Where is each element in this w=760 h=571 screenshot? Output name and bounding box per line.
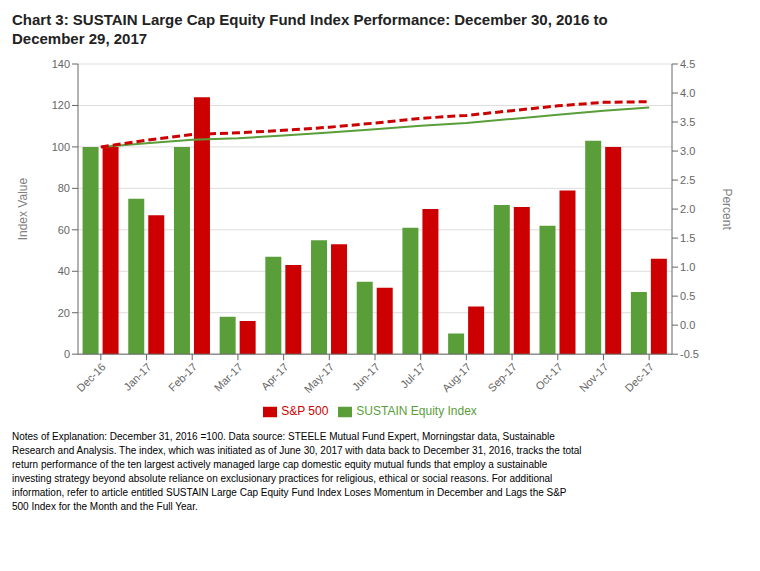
html-text:S&P 500: S&P 500 <box>281 404 329 419</box>
svg-text:40: 40 <box>58 265 70 277</box>
svg-text:1.0: 1.0 <box>680 261 695 273</box>
svg-text:Jan-17: Jan-17 <box>121 361 153 393</box>
svg-text:Index Value: Index Value <box>16 178 30 241</box>
svg-text:0.0: 0.0 <box>680 319 695 331</box>
html-text:Notes of Explanation: December: Notes of Explanation: December 31, 2016 … <box>12 431 582 512</box>
svg-text:80: 80 <box>58 182 70 194</box>
svg-text:60: 60 <box>58 224 70 236</box>
svg-text:20: 20 <box>58 307 70 319</box>
svg-text:Percent: Percent <box>720 188 734 230</box>
svg-text:4.0: 4.0 <box>680 87 695 99</box>
svg-text:Aug-17: Aug-17 <box>440 361 474 395</box>
svg-text:0: 0 <box>64 348 70 360</box>
svg-text:140: 140 <box>52 58 70 70</box>
svg-text:May-17: May-17 <box>302 361 336 395</box>
svg-text:4.5: 4.5 <box>680 58 695 70</box>
svg-text:100: 100 <box>52 141 70 153</box>
svg-text:3.0: 3.0 <box>680 145 695 157</box>
svg-text:2.5: 2.5 <box>680 174 695 186</box>
html-text:SUSTAIN Equity Index: SUSTAIN Equity Index <box>356 404 477 419</box>
svg-text:Apr-17: Apr-17 <box>259 361 291 393</box>
svg-text:1.5: 1.5 <box>680 232 695 244</box>
svg-text:Nov-17: Nov-17 <box>577 361 611 395</box>
svg-text:Dec-16: Dec-16 <box>74 361 108 395</box>
svg-text:3.5: 3.5 <box>680 116 695 128</box>
svg-text:2.0: 2.0 <box>680 203 695 215</box>
svg-text:Mar-17: Mar-17 <box>212 361 245 394</box>
svg-text:0.5: 0.5 <box>680 290 695 302</box>
svg-text:Jul-17: Jul-17 <box>398 361 428 391</box>
svg-text:-0.5: -0.5 <box>680 348 699 360</box>
html-text:Chart 3: SUSTAIN Large Cap Equ: Chart 3: SUSTAIN Large Cap Equity Fund I… <box>12 11 608 47</box>
svg-text:120: 120 <box>52 99 70 111</box>
svg-text:Dec-17: Dec-17 <box>623 361 657 395</box>
svg-text:Sep-17: Sep-17 <box>485 361 519 395</box>
svg-text:Oct-17: Oct-17 <box>533 361 565 393</box>
svg-text:Jun-17: Jun-17 <box>350 361 382 393</box>
svg-text:Feb-17: Feb-17 <box>166 361 199 394</box>
